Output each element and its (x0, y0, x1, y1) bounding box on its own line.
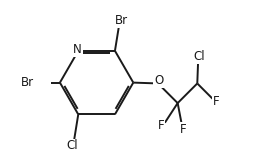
Text: Br: Br (21, 76, 34, 89)
Text: N: N (73, 44, 82, 56)
Text: F: F (158, 119, 164, 132)
Text: F: F (180, 123, 186, 136)
Text: Cl: Cl (193, 50, 205, 63)
Text: Cl: Cl (66, 140, 78, 153)
Text: Br: Br (115, 14, 128, 27)
Text: F: F (213, 95, 219, 108)
Text: O: O (154, 74, 164, 87)
